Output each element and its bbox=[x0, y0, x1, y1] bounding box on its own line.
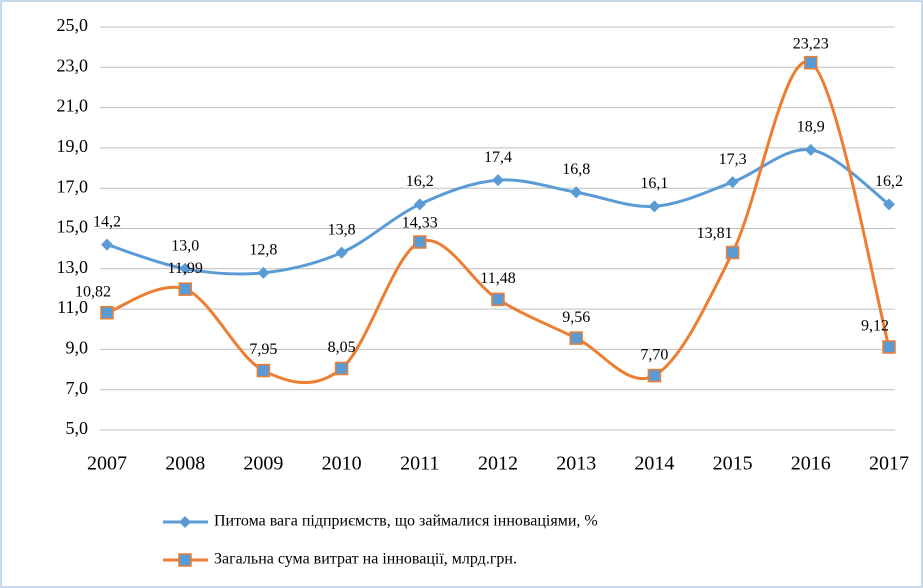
data-label: 13,81 bbox=[697, 225, 733, 242]
point bbox=[883, 198, 895, 211]
legend-marker bbox=[179, 516, 191, 528]
y-tick-label: 5,0 bbox=[66, 418, 89, 438]
x-tick-label: 2008 bbox=[165, 453, 205, 475]
y-tick-label: 19,0 bbox=[57, 136, 89, 156]
x-tick-label: 2009 bbox=[243, 453, 283, 475]
data-label: 23,23 bbox=[793, 35, 829, 52]
point bbox=[334, 361, 349, 376]
point bbox=[882, 340, 896, 354]
data-label: 11,48 bbox=[480, 270, 515, 287]
y-tick-label: 21,0 bbox=[57, 96, 89, 116]
data-label: 14,2 bbox=[93, 213, 121, 230]
point bbox=[569, 331, 583, 345]
x-tick-label: 2007 bbox=[87, 453, 127, 475]
point bbox=[335, 246, 348, 259]
x-tick-label: 2011 bbox=[400, 453, 439, 475]
x-tick-label: 2014 bbox=[634, 453, 674, 475]
point bbox=[178, 282, 192, 296]
y-tick-label: 17,0 bbox=[57, 176, 89, 196]
legend-label: Питома вага підприємств, що займалися ін… bbox=[214, 513, 598, 530]
y-tick-label: 23,0 bbox=[57, 55, 89, 75]
data-label: 14,33 bbox=[402, 215, 438, 232]
point bbox=[179, 262, 192, 275]
data-label: 16,8 bbox=[562, 161, 590, 178]
data-label: 12,8 bbox=[249, 242, 277, 259]
point bbox=[647, 368, 662, 383]
legend-marker bbox=[178, 553, 192, 567]
point bbox=[725, 245, 740, 260]
data-label: 9,12 bbox=[861, 318, 889, 335]
y-tick-label: 9,0 bbox=[66, 338, 89, 358]
x-tick-label: 2012 bbox=[478, 453, 518, 475]
data-label: 16,1 bbox=[640, 175, 668, 192]
data-label: 8,05 bbox=[328, 339, 356, 356]
point bbox=[648, 200, 661, 213]
data-label: 16,2 bbox=[875, 173, 903, 190]
y-tick-label: 11,0 bbox=[57, 297, 88, 317]
point bbox=[413, 198, 426, 211]
y-tick-label: 25,0 bbox=[57, 15, 89, 35]
point bbox=[492, 174, 504, 187]
y-tick-label: 15,0 bbox=[57, 217, 89, 237]
data-label: 13,0 bbox=[171, 237, 199, 254]
point bbox=[570, 186, 583, 199]
point bbox=[100, 305, 114, 320]
point bbox=[804, 55, 818, 70]
x-tick-label: 2017 bbox=[869, 453, 909, 475]
data-label: 13,8 bbox=[328, 221, 356, 238]
point bbox=[491, 292, 505, 307]
y-tick-label: 7,0 bbox=[66, 378, 89, 398]
point bbox=[101, 238, 113, 251]
legend-label: Загальна сума витрат на інновації, млрд.… bbox=[214, 551, 517, 568]
data-label: 10,82 bbox=[75, 283, 111, 300]
point bbox=[257, 266, 270, 279]
point bbox=[256, 363, 271, 378]
data-label: 17,3 bbox=[719, 151, 747, 168]
point bbox=[413, 235, 427, 249]
data-label: 17,4 bbox=[484, 149, 512, 166]
data-label: 18,9 bbox=[797, 119, 825, 136]
y-tick-label: 13,0 bbox=[57, 257, 89, 277]
data-label: 9,56 bbox=[562, 309, 590, 326]
x-tick-label: 2013 bbox=[556, 453, 596, 475]
data-label: 7,95 bbox=[249, 341, 277, 358]
data-label: 11,99 bbox=[167, 260, 202, 277]
x-tick-label: 2015 bbox=[713, 453, 753, 475]
data-label: 7,70 bbox=[640, 346, 668, 363]
point bbox=[804, 143, 817, 156]
x-tick-label: 2016 bbox=[791, 453, 831, 475]
data-label: 16,2 bbox=[406, 173, 434, 190]
point bbox=[726, 176, 739, 189]
x-tick-label: 2010 bbox=[322, 453, 362, 475]
